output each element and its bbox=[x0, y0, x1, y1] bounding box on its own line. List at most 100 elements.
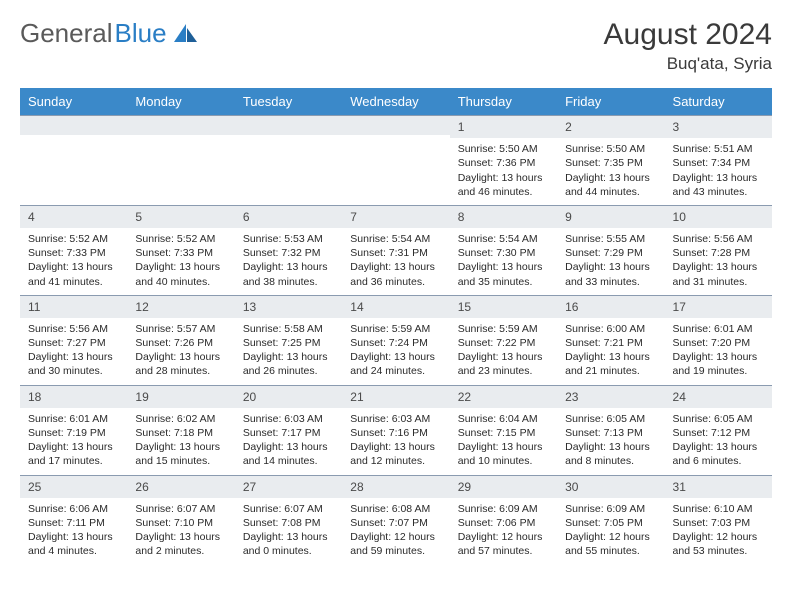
sunset-line: Sunset: 7:22 PM bbox=[458, 336, 549, 350]
daylight-line: Daylight: 13 hours and 6 minutes. bbox=[673, 440, 764, 468]
weekday-header-row: Sunday Monday Tuesday Wednesday Thursday… bbox=[20, 88, 772, 115]
calendar-day-cell: 30Sunrise: 6:09 AMSunset: 7:05 PMDayligh… bbox=[557, 475, 664, 565]
sunset-line: Sunset: 7:36 PM bbox=[458, 156, 549, 170]
sunrise-line: Sunrise: 5:52 AM bbox=[135, 232, 226, 246]
day-number: 7 bbox=[342, 205, 449, 228]
sunrise-line: Sunrise: 5:57 AM bbox=[135, 322, 226, 336]
sunset-line: Sunset: 7:19 PM bbox=[28, 426, 119, 440]
calendar-day-cell: 7Sunrise: 5:54 AMSunset: 7:31 PMDaylight… bbox=[342, 205, 449, 295]
day-details: Sunrise: 5:59 AMSunset: 7:22 PMDaylight:… bbox=[450, 318, 557, 385]
day-number bbox=[342, 115, 449, 135]
calendar-day-cell bbox=[127, 115, 234, 205]
day-number: 28 bbox=[342, 475, 449, 498]
daylight-line: Daylight: 13 hours and 38 minutes. bbox=[243, 260, 334, 288]
day-details: Sunrise: 5:56 AMSunset: 7:28 PMDaylight:… bbox=[665, 228, 772, 295]
day-number: 4 bbox=[20, 205, 127, 228]
calendar-day-cell: 19Sunrise: 6:02 AMSunset: 7:18 PMDayligh… bbox=[127, 385, 234, 475]
sunrise-line: Sunrise: 5:59 AM bbox=[350, 322, 441, 336]
calendar-week-row: 18Sunrise: 6:01 AMSunset: 7:19 PMDayligh… bbox=[20, 385, 772, 475]
day-number: 27 bbox=[235, 475, 342, 498]
day-details: Sunrise: 5:53 AMSunset: 7:32 PMDaylight:… bbox=[235, 228, 342, 295]
sunset-line: Sunset: 7:25 PM bbox=[243, 336, 334, 350]
calendar-day-cell: 12Sunrise: 5:57 AMSunset: 7:26 PMDayligh… bbox=[127, 295, 234, 385]
calendar-day-cell: 17Sunrise: 6:01 AMSunset: 7:20 PMDayligh… bbox=[665, 295, 772, 385]
daylight-line: Daylight: 13 hours and 35 minutes. bbox=[458, 260, 549, 288]
sunrise-line: Sunrise: 6:09 AM bbox=[458, 502, 549, 516]
daylight-line: Daylight: 13 hours and 4 minutes. bbox=[28, 530, 119, 558]
daylight-line: Daylight: 13 hours and 44 minutes. bbox=[565, 171, 656, 199]
day-number: 1 bbox=[450, 115, 557, 138]
day-details: Sunrise: 5:51 AMSunset: 7:34 PMDaylight:… bbox=[665, 138, 772, 205]
calendar-week-row: 11Sunrise: 5:56 AMSunset: 7:27 PMDayligh… bbox=[20, 295, 772, 385]
sunrise-line: Sunrise: 5:50 AM bbox=[565, 142, 656, 156]
day-details bbox=[342, 135, 449, 145]
day-details: Sunrise: 5:50 AMSunset: 7:36 PMDaylight:… bbox=[450, 138, 557, 205]
weekday-header: Thursday bbox=[450, 88, 557, 115]
day-number: 16 bbox=[557, 295, 664, 318]
calendar-day-cell: 22Sunrise: 6:04 AMSunset: 7:15 PMDayligh… bbox=[450, 385, 557, 475]
sunrise-line: Sunrise: 5:50 AM bbox=[458, 142, 549, 156]
day-number: 30 bbox=[557, 475, 664, 498]
day-details: Sunrise: 6:01 AMSunset: 7:20 PMDaylight:… bbox=[665, 318, 772, 385]
sunrise-line: Sunrise: 6:10 AM bbox=[673, 502, 764, 516]
header: GeneralBlue August 2024 Buq'ata, Syria bbox=[20, 18, 772, 74]
day-number: 21 bbox=[342, 385, 449, 408]
daylight-line: Daylight: 13 hours and 12 minutes. bbox=[350, 440, 441, 468]
day-number: 13 bbox=[235, 295, 342, 318]
calendar-day-cell: 3Sunrise: 5:51 AMSunset: 7:34 PMDaylight… bbox=[665, 115, 772, 205]
weekday-header: Monday bbox=[127, 88, 234, 115]
day-details bbox=[235, 135, 342, 145]
sunset-line: Sunset: 7:03 PM bbox=[673, 516, 764, 530]
day-number bbox=[235, 115, 342, 135]
calendar-day-cell: 28Sunrise: 6:08 AMSunset: 7:07 PMDayligh… bbox=[342, 475, 449, 565]
day-number: 10 bbox=[665, 205, 772, 228]
daylight-line: Daylight: 12 hours and 55 minutes. bbox=[565, 530, 656, 558]
day-details: Sunrise: 6:06 AMSunset: 7:11 PMDaylight:… bbox=[20, 498, 127, 565]
sunset-line: Sunset: 7:08 PM bbox=[243, 516, 334, 530]
day-details: Sunrise: 6:08 AMSunset: 7:07 PMDaylight:… bbox=[342, 498, 449, 565]
day-number: 22 bbox=[450, 385, 557, 408]
day-number: 25 bbox=[20, 475, 127, 498]
day-details: Sunrise: 6:05 AMSunset: 7:13 PMDaylight:… bbox=[557, 408, 664, 475]
sunset-line: Sunset: 7:27 PM bbox=[28, 336, 119, 350]
daylight-line: Daylight: 13 hours and 36 minutes. bbox=[350, 260, 441, 288]
sunrise-line: Sunrise: 5:58 AM bbox=[243, 322, 334, 336]
sunrise-line: Sunrise: 6:06 AM bbox=[28, 502, 119, 516]
day-details: Sunrise: 5:57 AMSunset: 7:26 PMDaylight:… bbox=[127, 318, 234, 385]
daylight-line: Daylight: 13 hours and 24 minutes. bbox=[350, 350, 441, 378]
sunset-line: Sunset: 7:21 PM bbox=[565, 336, 656, 350]
daylight-line: Daylight: 12 hours and 57 minutes. bbox=[458, 530, 549, 558]
calendar-day-cell: 14Sunrise: 5:59 AMSunset: 7:24 PMDayligh… bbox=[342, 295, 449, 385]
day-number bbox=[20, 115, 127, 135]
sunrise-line: Sunrise: 6:07 AM bbox=[135, 502, 226, 516]
calendar-day-cell: 23Sunrise: 6:05 AMSunset: 7:13 PMDayligh… bbox=[557, 385, 664, 475]
sunrise-line: Sunrise: 6:01 AM bbox=[673, 322, 764, 336]
sunrise-line: Sunrise: 5:59 AM bbox=[458, 322, 549, 336]
day-number bbox=[127, 115, 234, 135]
day-details: Sunrise: 5:52 AMSunset: 7:33 PMDaylight:… bbox=[127, 228, 234, 295]
sunset-line: Sunset: 7:07 PM bbox=[350, 516, 441, 530]
day-details: Sunrise: 6:09 AMSunset: 7:06 PMDaylight:… bbox=[450, 498, 557, 565]
sunset-line: Sunset: 7:11 PM bbox=[28, 516, 119, 530]
day-number: 9 bbox=[557, 205, 664, 228]
weekday-header: Wednesday bbox=[342, 88, 449, 115]
calendar-day-cell: 24Sunrise: 6:05 AMSunset: 7:12 PMDayligh… bbox=[665, 385, 772, 475]
sunset-line: Sunset: 7:30 PM bbox=[458, 246, 549, 260]
sunset-line: Sunset: 7:13 PM bbox=[565, 426, 656, 440]
calendar-day-cell: 6Sunrise: 5:53 AMSunset: 7:32 PMDaylight… bbox=[235, 205, 342, 295]
sunset-line: Sunset: 7:32 PM bbox=[243, 246, 334, 260]
sunset-line: Sunset: 7:10 PM bbox=[135, 516, 226, 530]
day-details: Sunrise: 6:01 AMSunset: 7:19 PMDaylight:… bbox=[20, 408, 127, 475]
day-details: Sunrise: 6:07 AMSunset: 7:10 PMDaylight:… bbox=[127, 498, 234, 565]
sunset-line: Sunset: 7:06 PM bbox=[458, 516, 549, 530]
daylight-line: Daylight: 13 hours and 41 minutes. bbox=[28, 260, 119, 288]
sunrise-line: Sunrise: 5:54 AM bbox=[350, 232, 441, 246]
day-number: 11 bbox=[20, 295, 127, 318]
calendar-day-cell bbox=[342, 115, 449, 205]
daylight-line: Daylight: 13 hours and 40 minutes. bbox=[135, 260, 226, 288]
sunrise-line: Sunrise: 6:03 AM bbox=[243, 412, 334, 426]
calendar-week-row: 4Sunrise: 5:52 AMSunset: 7:33 PMDaylight… bbox=[20, 205, 772, 295]
daylight-line: Daylight: 13 hours and 19 minutes. bbox=[673, 350, 764, 378]
day-number: 26 bbox=[127, 475, 234, 498]
daylight-line: Daylight: 13 hours and 46 minutes. bbox=[458, 171, 549, 199]
